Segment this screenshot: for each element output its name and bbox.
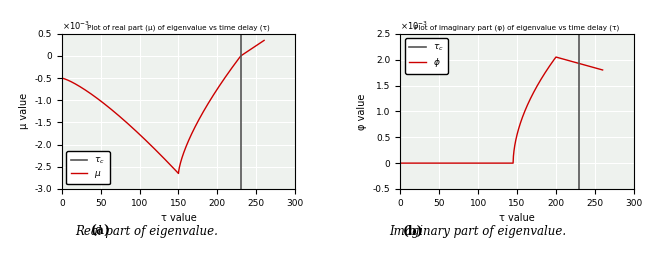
Text: Real part of eigenvalue.: Real part of eigenvalue. [75,225,218,238]
Title: Plot of real part (μ) of eigenvalue vs time delay (τ): Plot of real part (μ) of eigenvalue vs t… [87,25,270,31]
Legend: $\tau_c$, $\mu$: $\tau_c$, $\mu$ [66,151,110,184]
Y-axis label: μ value: μ value [19,93,29,129]
Text: $\times 10^{-3}$: $\times 10^{-3}$ [400,20,428,32]
Text: (b): (b) [402,225,423,238]
Legend: $\tau_c$, $\phi$: $\tau_c$, $\phi$ [405,38,448,73]
X-axis label: τ value: τ value [161,213,196,223]
Y-axis label: φ value: φ value [358,93,367,130]
Text: $\times 10^{-3}$: $\times 10^{-3}$ [62,20,90,32]
Title: Plot of imaginary part (φ) of eigenvalue vs time delay (τ): Plot of imaginary part (φ) of eigenvalue… [415,25,619,31]
X-axis label: τ value: τ value [499,213,535,223]
Text: Imaginary part of eigenvalue.: Imaginary part of eigenvalue. [389,225,566,238]
Text: (a): (a) [91,225,111,238]
